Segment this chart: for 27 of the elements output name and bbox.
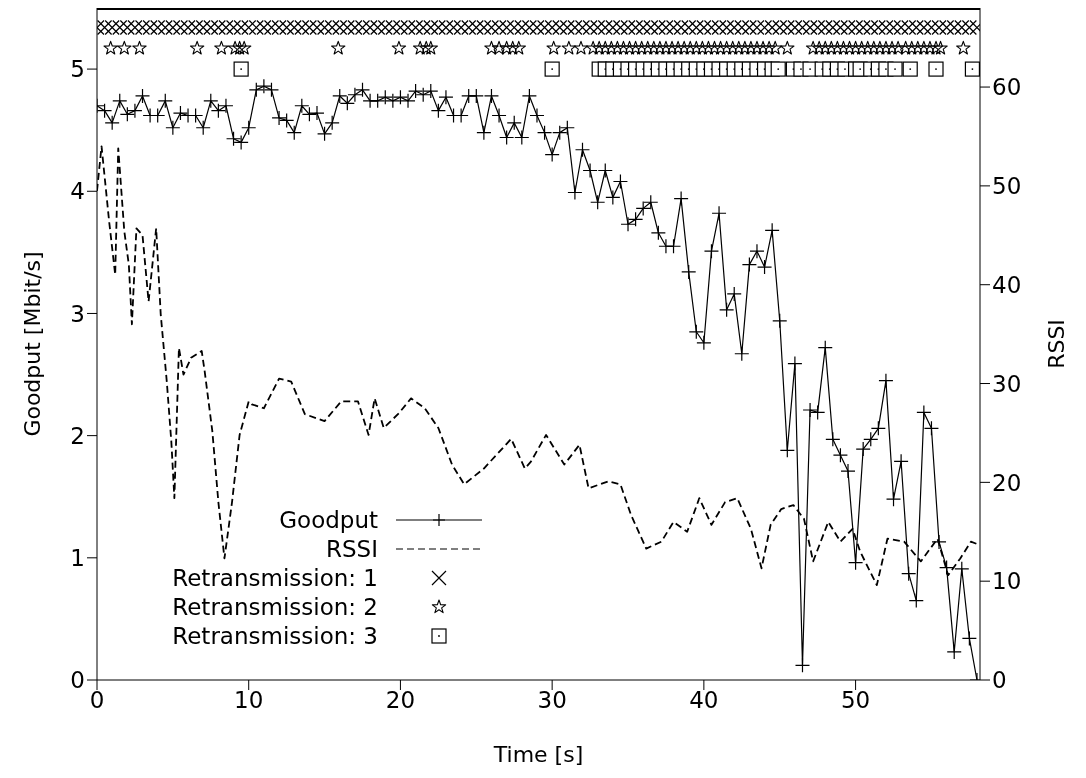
x-axis-title: Time [s] — [492, 742, 584, 767]
y2-tick-label: 0 — [992, 667, 1007, 694]
y-tick-label: 2 — [70, 422, 85, 449]
x-tick-label: 40 — [689, 687, 719, 714]
legend-label: Goodput — [278, 506, 378, 533]
y2-tick-label: 40 — [992, 271, 1022, 298]
y2-tick-label: 60 — [992, 74, 1022, 101]
legend-label: RSSI — [325, 535, 378, 562]
y-tick-label: 5 — [70, 56, 85, 83]
y-axis-title: Goodput [Mbit/s] — [19, 251, 45, 437]
legend-label: Retransmission: 1 — [171, 564, 378, 591]
y-tick-label: 1 — [70, 544, 85, 571]
legend-label: Retransmission: 2 — [171, 593, 378, 620]
y2-tick-label: 10 — [992, 568, 1022, 595]
y2-tick-label: 20 — [992, 469, 1022, 496]
y2-tick-label: 30 — [992, 370, 1022, 397]
legend-label: Retransmission: 3 — [171, 622, 378, 649]
y-tick-label: 4 — [70, 178, 85, 205]
x-tick-label: 0 — [89, 687, 105, 714]
x-tick-label: 30 — [537, 687, 567, 714]
x-tick-label: 20 — [385, 687, 416, 714]
x-tick-label: 10 — [234, 687, 264, 714]
y-tick-label: 0 — [70, 667, 85, 694]
y2-axis-title: RSSI — [1043, 319, 1069, 369]
y2-tick-label: 50 — [992, 173, 1022, 200]
x-tick-label: 50 — [840, 687, 871, 714]
y-tick-label: 3 — [70, 300, 85, 327]
